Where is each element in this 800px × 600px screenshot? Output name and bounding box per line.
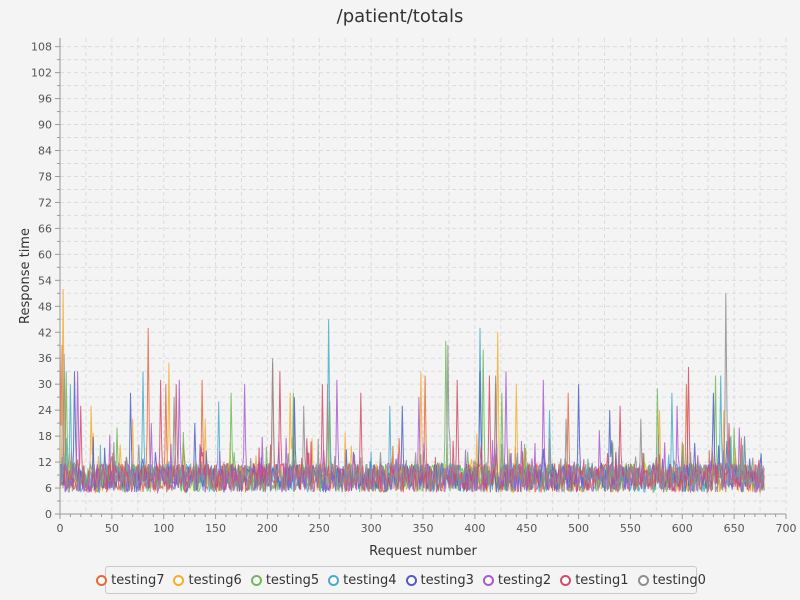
y-tick-label: 60: [38, 248, 52, 261]
y-tick-label: 24: [38, 404, 52, 417]
x-tick-label: 550: [620, 522, 641, 535]
x-tick-label: 400: [464, 522, 485, 535]
y-tick-label: 90: [38, 119, 52, 132]
y-axis-label: Response time: [18, 228, 33, 324]
legend-item-testing3[interactable]: testing3: [405, 572, 474, 588]
y-tick-label: 96: [38, 93, 52, 106]
legend-swatch: [328, 574, 340, 586]
y-tick-label: 48: [38, 300, 52, 313]
x-tick-label: 300: [361, 522, 382, 535]
series-layer: [59, 288, 765, 495]
y-tick-label: 78: [38, 170, 52, 183]
x-tick-label: 500: [568, 522, 589, 535]
x-tick-label: 700: [776, 522, 797, 535]
x-tick-label: 350: [413, 522, 434, 535]
legend-swatch: [96, 574, 108, 586]
legend-swatch: [173, 574, 185, 586]
series-line-testing0: [59, 293, 765, 494]
legend-label: testing1: [575, 572, 629, 588]
y-tick-label: 6: [45, 482, 52, 495]
y-tick-label: 36: [38, 352, 52, 365]
legend-swatch: [482, 574, 494, 586]
y-tick-label: 0: [45, 508, 52, 521]
chart-title: /patient/totals: [336, 6, 464, 27]
legend-item-testing5[interactable]: testing5: [250, 572, 320, 588]
y-tick-label: 66: [38, 222, 52, 235]
axes: 0 6 12 18 24 30 36 42 48 54 60 66 72 78 84 90 96 102 108 0 5…: [31, 38, 797, 535]
y-tick-label: 12: [38, 456, 52, 469]
legend-label: testing5: [265, 572, 320, 588]
y-tick-label: 84: [38, 145, 52, 158]
legend-label: testing7: [111, 572, 165, 588]
y-tick-label: 42: [38, 326, 52, 339]
x-tick-label: 600: [672, 522, 693, 535]
legend-item-testing7[interactable]: testing7: [96, 573, 164, 588]
legend-item-testing0[interactable]: testing0: [637, 572, 706, 588]
y-tick-label: 18: [38, 430, 52, 443]
y-tick-label: 54: [38, 274, 52, 287]
legend-label: testing4: [343, 572, 397, 588]
series-line-testing1: [59, 366, 765, 494]
legend-label: testing6: [188, 572, 242, 588]
x-tick-label: 250: [309, 522, 330, 535]
x-tick-label: 100: [153, 522, 174, 535]
legend-label: testing2: [497, 572, 552, 588]
y-tick-label: 30: [38, 378, 52, 391]
legend-item-testing1[interactable]: testing1: [560, 572, 629, 588]
x-tick-label: 450: [516, 522, 537, 535]
legend-swatch: [560, 574, 572, 586]
x-tick-label: 650: [724, 522, 745, 535]
legend-item-testing6[interactable]: testing6: [173, 572, 242, 588]
y-tick-label: 72: [38, 196, 52, 209]
legend-label: testing3: [420, 572, 474, 588]
y-tick-label: 108: [31, 41, 52, 54]
legend-swatch: [250, 574, 262, 586]
x-tick-label: 50: [105, 522, 119, 535]
legend-swatch: [405, 574, 417, 586]
legend-swatch: [637, 574, 649, 586]
legend-item-testing4[interactable]: testing4: [328, 572, 397, 588]
y-tick-label: 102: [31, 67, 52, 80]
x-tick-label: 0: [57, 522, 64, 535]
legend-item-testing2[interactable]: testing2: [482, 572, 552, 588]
x-tick-label: 150: [205, 522, 226, 535]
legend: testing7 testing6 testing5 testing4 testing3…: [96, 566, 706, 594]
x-axis-label: Request number: [369, 544, 477, 559]
x-tick-label: 200: [257, 522, 278, 535]
legend-label: testing0: [652, 572, 706, 588]
grid-lines: [59, 38, 787, 515]
